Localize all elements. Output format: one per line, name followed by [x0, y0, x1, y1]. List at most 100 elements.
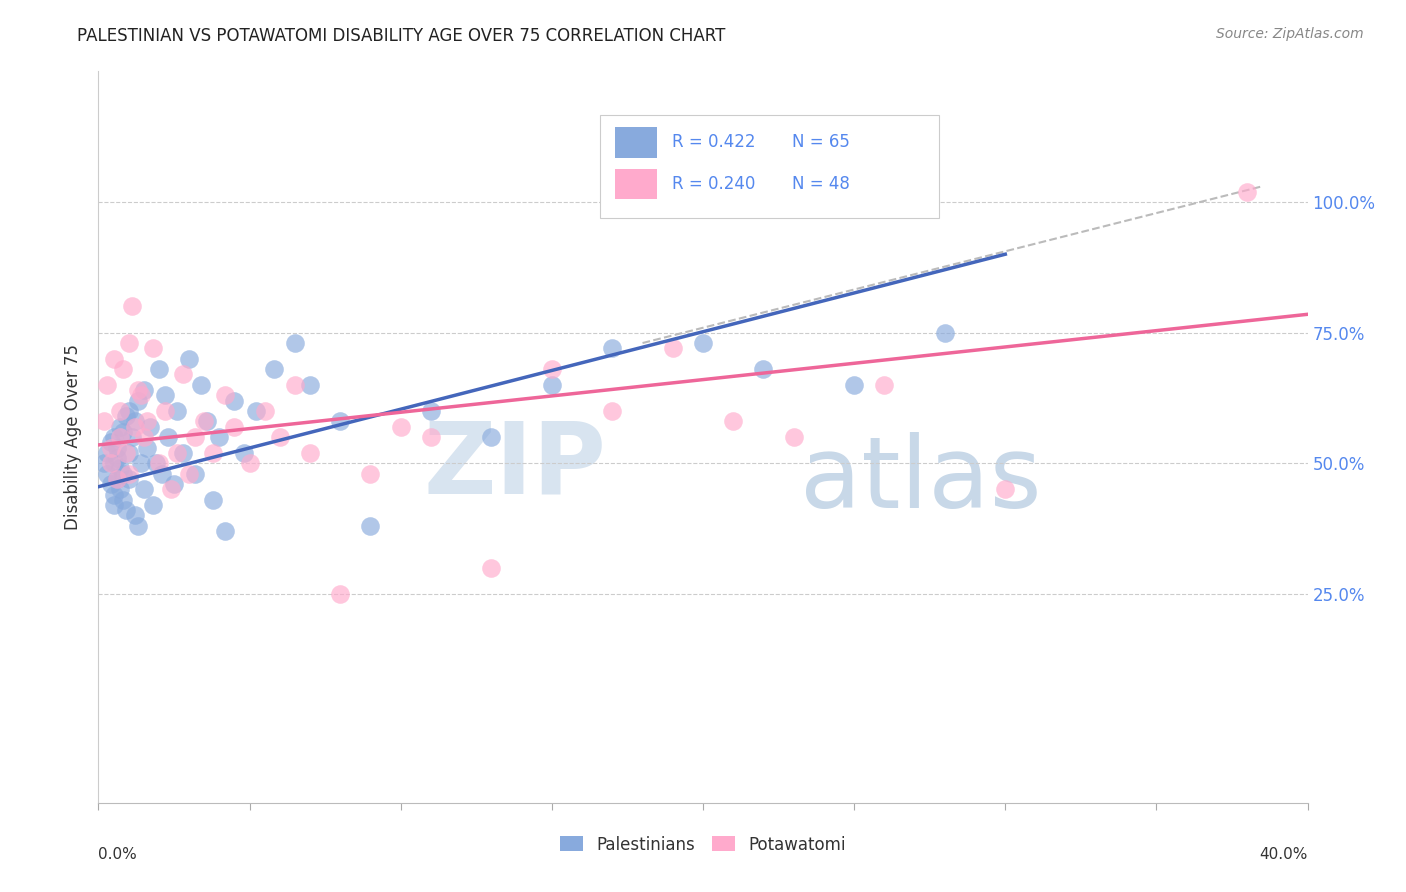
- Text: 0.0%: 0.0%: [98, 847, 138, 862]
- Point: [329, 414, 352, 428]
- Text: ZIP: ZIP: [423, 417, 606, 515]
- Point: [118, 336, 141, 351]
- Point: [156, 430, 179, 444]
- Point: [208, 430, 231, 444]
- Bar: [614, 127, 657, 158]
- Point: [148, 456, 170, 470]
- Point: [129, 388, 152, 402]
- Point: [160, 483, 183, 497]
- Point: [108, 430, 131, 444]
- Point: [132, 483, 155, 497]
- Point: [184, 430, 207, 444]
- Point: [179, 351, 201, 366]
- Point: [118, 404, 141, 418]
- Point: [108, 419, 131, 434]
- Point: [145, 456, 167, 470]
- Text: 40.0%: 40.0%: [1260, 847, 1308, 862]
- Point: [114, 503, 136, 517]
- Point: [540, 362, 562, 376]
- Point: [934, 326, 956, 340]
- Bar: [600, 115, 939, 218]
- Point: [103, 456, 125, 470]
- Point: [284, 336, 307, 351]
- Point: [389, 419, 412, 434]
- Point: [540, 377, 562, 392]
- Text: Source: ZipAtlas.com: Source: ZipAtlas.com: [1216, 27, 1364, 41]
- Point: [111, 492, 134, 507]
- Point: [121, 430, 143, 444]
- Point: [602, 404, 624, 418]
- Point: [142, 341, 165, 355]
- Point: [103, 430, 125, 444]
- Point: [118, 472, 141, 486]
- Point: [127, 383, 149, 397]
- Text: R = 0.240: R = 0.240: [672, 175, 755, 193]
- Point: [124, 419, 146, 434]
- Point: [93, 456, 115, 470]
- Point: [153, 404, 176, 418]
- Point: [142, 498, 165, 512]
- Point: [100, 441, 122, 455]
- Point: [172, 446, 194, 460]
- Point: [360, 467, 382, 481]
- Point: [111, 362, 134, 376]
- Point: [100, 435, 122, 450]
- Point: [96, 377, 118, 392]
- Point: [269, 430, 291, 444]
- Point: [214, 388, 236, 402]
- Legend: Palestinians, Potawatomi: Palestinians, Potawatomi: [553, 829, 853, 860]
- Point: [602, 341, 624, 355]
- Point: [105, 450, 128, 465]
- Point: [118, 467, 141, 481]
- Point: [124, 414, 146, 428]
- Point: [239, 456, 262, 470]
- Point: [873, 377, 896, 392]
- Point: [105, 472, 128, 486]
- Point: [132, 430, 155, 444]
- Point: [481, 430, 503, 444]
- Point: [103, 351, 125, 366]
- Point: [224, 393, 246, 408]
- Text: N = 65: N = 65: [793, 133, 851, 152]
- Point: [1236, 185, 1258, 199]
- Point: [420, 430, 443, 444]
- Point: [202, 446, 225, 460]
- Point: [100, 456, 122, 470]
- Point: [172, 368, 194, 382]
- Point: [723, 414, 745, 428]
- Text: R = 0.422: R = 0.422: [672, 133, 755, 152]
- Point: [105, 472, 128, 486]
- Point: [360, 519, 382, 533]
- Point: [284, 377, 307, 392]
- Point: [844, 377, 866, 392]
- Point: [93, 414, 115, 428]
- Point: [783, 430, 806, 444]
- Text: PALESTINIAN VS POTAWATOMI DISABILITY AGE OVER 75 CORRELATION CHART: PALESTINIAN VS POTAWATOMI DISABILITY AGE…: [77, 27, 725, 45]
- Point: [224, 419, 246, 434]
- Point: [114, 409, 136, 424]
- Point: [661, 341, 683, 355]
- Point: [202, 492, 225, 507]
- Point: [129, 456, 152, 470]
- Point: [108, 483, 131, 497]
- Point: [103, 487, 125, 501]
- Point: [195, 414, 218, 428]
- Point: [111, 467, 134, 481]
- Point: [135, 441, 157, 455]
- Point: [121, 300, 143, 314]
- Point: [329, 587, 352, 601]
- Point: [139, 419, 162, 434]
- Point: [96, 446, 118, 460]
- Point: [108, 404, 131, 418]
- Point: [100, 477, 122, 491]
- Point: [190, 377, 212, 392]
- Point: [692, 336, 714, 351]
- Point: [118, 446, 141, 460]
- Point: [103, 498, 125, 512]
- Point: [96, 467, 118, 481]
- Point: [108, 461, 131, 475]
- Point: [184, 467, 207, 481]
- Point: [105, 441, 128, 455]
- Point: [994, 483, 1017, 497]
- Point: [135, 414, 157, 428]
